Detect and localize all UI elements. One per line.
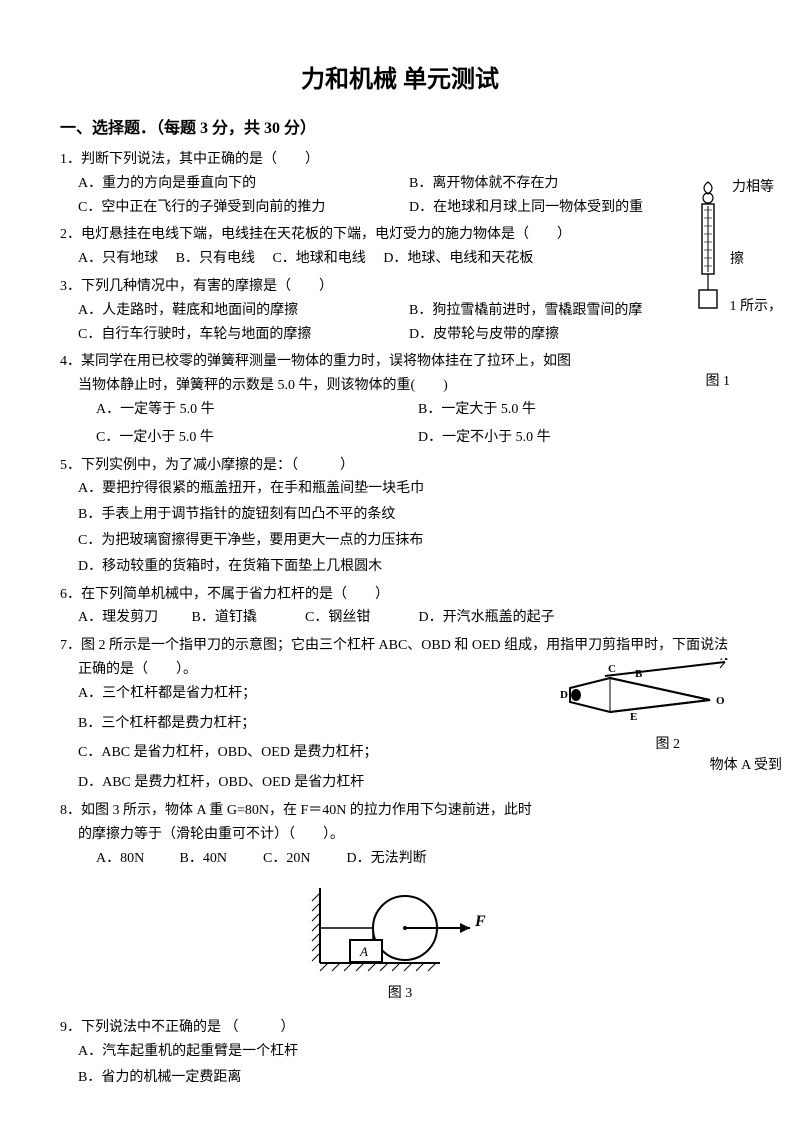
q5-opt-c: C．为把玻璃窗擦得更干净些，要用更大一点的力压抹布 — [78, 529, 740, 553]
q3-stem: 3．下列几种情况中，有害的摩擦是（ ） — [60, 275, 740, 299]
q6-opt-b: B．道钉撬 — [192, 606, 302, 630]
q3-opt-d: D．皮带轮与皮带的摩擦 — [409, 323, 740, 347]
question-6: 6．在下列简单机械中，不属于省力杠杆的是（ ） A．理发剪刀 B．道钉撬 C．钢… — [60, 583, 740, 631]
q9-opt-b: B．省力的机械一定费距离 — [78, 1066, 740, 1090]
q1-opt-a: A．重力的方向是垂直向下的 — [78, 172, 409, 196]
figure-1-spring-scale — [694, 180, 722, 320]
question-8: 8．如图 3 所示，物体 A 重 G=80N，在 F＝40N 的拉力作用下匀速前… — [60, 799, 740, 870]
q2-opt-c: C．地球和电线 — [272, 251, 365, 266]
q5-opt-a: A．要把拧得很紧的瓶盖扭开，在手和瓶盖间垫一块毛巾 — [78, 477, 740, 501]
q7-opt-c: C．ABC 是省力杠杆，OBD、OED 是费力杠杆； — [78, 741, 740, 765]
q3-opt-b: B．狗拉雪橇前进时，雪橇跟雪间的摩 — [409, 299, 740, 323]
q4-stem1: 4．某同学在用已校零的弹簧秤测量一物体的重力时，误将物体挂在了拉环上，如图 — [60, 350, 740, 374]
q4-opt-c: C．一定小于 5.0 牛 — [96, 426, 418, 450]
q8-opt-d: D．无法判断 — [347, 847, 427, 871]
q2-opt-b: B．只有电线 — [176, 251, 255, 266]
q6-opt-d: D．开汽水瓶盖的起子 — [419, 606, 555, 630]
q1-opt-d: D．在地球和月球上同一物体受到的重 — [409, 196, 740, 220]
q6-opt-a: A．理发剪刀 — [78, 606, 188, 630]
q1-d-tail: 力相等 — [732, 176, 774, 200]
question-4: 4．某同学在用已校零的弹簧秤测量一物体的重力时，误将物体挂在了拉环上，如图 当物… — [60, 350, 740, 449]
svg-text:F: F — [474, 913, 486, 930]
q2-stem: 2．电灯悬挂在电线下端，电线挂在天花板的下端，电灯受力的施力物体是（ ） — [60, 223, 740, 247]
svg-text:O: O — [716, 695, 725, 707]
svg-text:A: A — [720, 658, 728, 663]
svg-text:C: C — [608, 663, 616, 675]
q4-stem1-tail: 1 所示， — [730, 295, 783, 319]
q1-stem: 1．判断下列说法，其中正确的是（ ） — [60, 148, 740, 172]
q8-stem2: 的摩擦力等于（滑轮由重可不计）（ ）。 — [60, 823, 740, 847]
page-title: 力和机械 单元测试 — [60, 60, 740, 101]
figure-2-nail-clipper: C B A D E O — [560, 658, 730, 728]
svg-text:D: D — [560, 689, 568, 701]
question-5: 5．下列实例中，为了减小摩擦的是：（ ） A．要把拧得很紧的瓶盖扭开，在手和瓶盖… — [60, 454, 740, 579]
figure-3-label: 图 3 — [60, 982, 740, 1006]
section-header-1: 一、选择题．（每题 3 分，共 30 分） — [60, 115, 740, 142]
q1-opt-b: B．离开物体就不存在力 — [409, 172, 740, 196]
q7-opt-d: D．ABC 是费力杠杆，OBD、OED 是省力杠杆 — [78, 771, 740, 795]
figure-2-label: 图 2 — [656, 733, 681, 757]
q8-opt-c: C．20N — [263, 847, 343, 871]
q2-opt-d: D．地球、电线和天花板 — [383, 251, 533, 266]
q6-stem: 6．在下列简单机械中，不属于省力杠杆的是（ ） — [60, 583, 740, 607]
q4-stem2: 当物体静止时，弹簧秤的示数是 5.0 牛，则该物体的重( ) — [60, 374, 740, 398]
q1-opt-c: C．空中正在飞行的子弹受到向前的推力 — [78, 196, 409, 220]
q6-opt-c: C．钢丝钳 — [305, 606, 415, 630]
q4-opt-d: D．一定不小于 5.0 牛 — [418, 426, 740, 450]
q8-stem1-tail: 物体 A 受到 — [710, 754, 782, 778]
q4-opt-a: A．一定等于 5.0 牛 — [96, 398, 418, 422]
svg-text:B: B — [635, 668, 643, 680]
figure-3-pulley: A F — [300, 878, 500, 978]
question-2: 2．电灯悬挂在电线下端，电线挂在天花板的下端，电灯受力的施力物体是（ ） A．只… — [60, 223, 740, 271]
question-9: 9．下列说法中不正确的是 （ ） A．汽车起重机的起重臂是一个杠杆 B．省力的机… — [60, 1016, 740, 1089]
svg-text:A: A — [359, 944, 368, 959]
q3-opt-a: A．人走路时，鞋底和地面间的摩擦 — [78, 299, 409, 323]
question-3: 3．下列几种情况中，有害的摩擦是（ ） A．人走路时，鞋底和地面间的摩擦 B．狗… — [60, 275, 740, 346]
q3-opt-c: C．自行车行驶时，车轮与地面的摩擦 — [78, 323, 409, 347]
q5-opt-b: B．手表上用于调节指针的旋钮刻有凹凸不平的条纹 — [78, 503, 740, 527]
q2-opt-a: A．只有地球 — [78, 251, 158, 266]
q5-opt-d: D．移动较重的货箱时，在货箱下面垫上几根圆木 — [78, 555, 740, 579]
q3-b-tail: 擦 — [730, 248, 744, 272]
svg-text:E: E — [630, 711, 637, 723]
q8-stem1: 8．如图 3 所示，物体 A 重 G=80N，在 F＝40N 的拉力作用下匀速前… — [60, 799, 740, 823]
q4-opt-b: B．一定大于 5.0 牛 — [418, 398, 740, 422]
q5-stem: 5．下列实例中，为了减小摩擦的是：（ ） — [60, 454, 740, 478]
q9-stem: 9．下列说法中不正确的是 （ ） — [60, 1016, 740, 1040]
q9-opt-a: A．汽车起重机的起重臂是一个杠杆 — [78, 1040, 740, 1064]
q8-opt-a: A．80N — [96, 847, 176, 871]
question-1: 1．判断下列说法，其中正确的是（ ） A．重力的方向是垂直向下的 B．离开物体就… — [60, 148, 740, 219]
figure-1-label: 图 1 — [706, 370, 731, 394]
q8-opt-b: B．40N — [180, 847, 260, 871]
